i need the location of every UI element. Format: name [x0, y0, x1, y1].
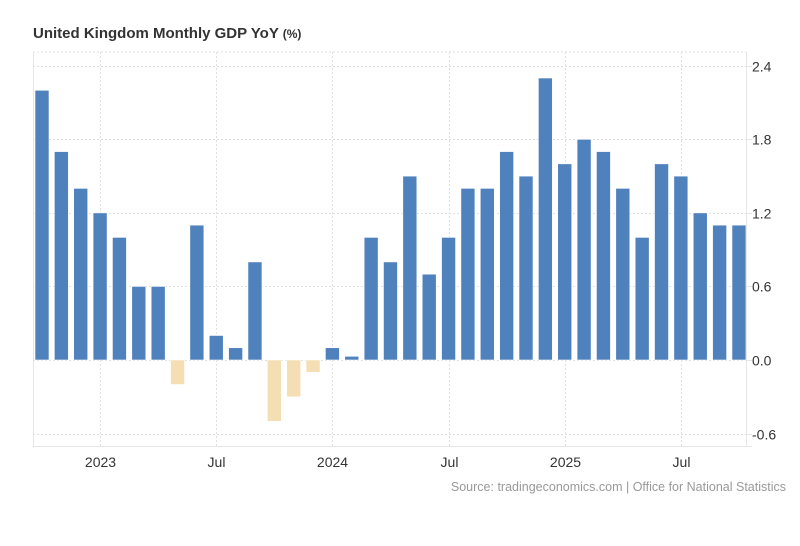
- y-tick-label: 0.0: [752, 353, 772, 369]
- bar: Apr 2023: 0.6: [150, 286, 166, 361]
- bar: Oct 2023: -0.5: [267, 359, 282, 422]
- bar: Jul 2023: 0.2: [208, 335, 224, 361]
- bar: Oct 2024: 1.7: [499, 151, 514, 361]
- axes: [33, 52, 752, 447]
- x-tick-label: 2023: [85, 454, 116, 470]
- x-tick-label: Jul: [673, 454, 691, 470]
- bar: Jun 2025: 1.6: [654, 163, 669, 361]
- bar: Jan 2024: 0.1: [325, 347, 340, 361]
- bar: Sep 2023: 0.8: [247, 261, 263, 361]
- bar: Apr 2024: 0.8: [383, 261, 398, 361]
- bar: Jan 2023: 1.2: [92, 212, 108, 361]
- bar: Oct 2025: 1.1: [731, 224, 747, 361]
- bar: Apr 2025: 1.4: [615, 188, 631, 361]
- x-tick-label: 2024: [317, 454, 348, 470]
- x-tick-label: Jul: [208, 454, 226, 470]
- bar: Nov 2024: 1.5: [518, 175, 534, 361]
- chart-title: United Kingdom Monthly GDP YoY (%): [33, 25, 301, 42]
- source-credit: Source: tradingeconomics.com | Office fo…: [450, 480, 786, 494]
- bar: Nov 2022: 1.7: [54, 151, 69, 361]
- bar: Sep 2025: 1.1: [712, 224, 727, 361]
- bar: Dec 2022: 1.4: [73, 188, 89, 361]
- bar: Aug 2024: 1.4: [460, 188, 476, 361]
- y-tick-label: -0.6: [752, 427, 776, 443]
- bar: Jan 2025: 1.6: [557, 163, 573, 361]
- bar: Jul 2025: 1.5: [673, 175, 689, 361]
- x-tick-label: Jul: [441, 454, 459, 470]
- bar: Jun 2024: 0.7: [421, 273, 437, 361]
- bar: Feb 2024: 0.03: [344, 356, 360, 361]
- x-axis-ticks: 2023 Jul 2024 Jul 2025 Jul: [85, 454, 691, 470]
- y-tick-label: 1.2: [752, 206, 772, 222]
- bar: Jun 2023: 1.1: [189, 224, 205, 361]
- bar: Sep 2024: 1.4: [479, 188, 495, 361]
- bar: Mar 2023: 0.6: [131, 286, 147, 361]
- bar: Mar 2024: 1: [363, 237, 379, 361]
- y-axis-ticks: 2.4 1.8 1.2 0.6 0.0 -0.6: [746, 59, 776, 443]
- bar: Mar 2025: 1.7: [596, 151, 611, 361]
- bar: Nov 2023: -0.3: [286, 359, 301, 398]
- bar: Feb 2023: 1: [112, 237, 127, 361]
- bar: May 2024: 1.5: [402, 175, 418, 361]
- y-tick-label: 1.8: [752, 132, 772, 148]
- bar: Oct 2022: 2.2: [34, 89, 50, 361]
- bar: Dec 2024: 2.3: [538, 77, 553, 361]
- chart-title-text: United Kingdom Monthly GDP YoY: [33, 25, 279, 42]
- bar: Dec 2023: -0.1: [305, 359, 321, 373]
- bar: Feb 2025: 1.8: [576, 139, 592, 361]
- bar: Aug 2025: 1.2: [692, 212, 708, 361]
- y-tick-label: 0.6: [752, 279, 772, 295]
- bars: Oct 2022: 2.2Nov 2022: 1.7Dec 2022: 1.4J…: [34, 77, 747, 422]
- bar: Aug 2023: 0.1: [228, 347, 243, 361]
- bar: May 2025: 1: [634, 237, 650, 361]
- chart-title-unit: (%): [282, 27, 302, 41]
- bar: May 2023: -0.2: [170, 359, 185, 385]
- x-tick-label: 2025: [550, 454, 581, 470]
- bar: Jul 2024: 1: [441, 237, 456, 361]
- y-tick-label: 2.4: [752, 59, 772, 75]
